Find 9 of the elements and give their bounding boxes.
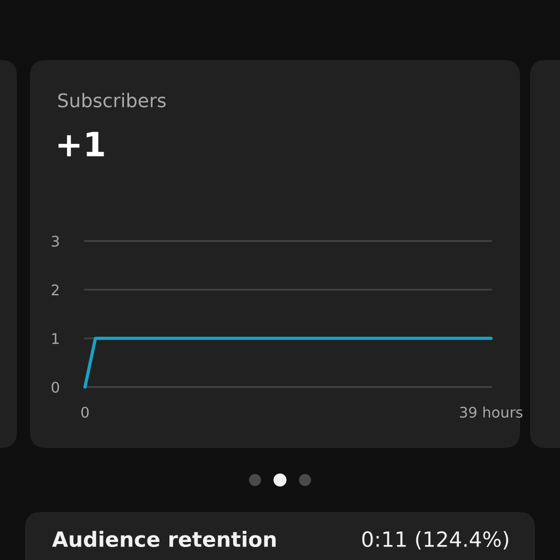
x-tick-label: 39 hours [460,406,522,418]
y-tick-label: 1 [52,333,59,344]
chart-subtitle: +1 [58,132,104,156]
y-tick-label: 0 [52,382,60,393]
chart-title: Subscribers [58,92,166,108]
text: 0:11 (124.4%) [362,530,508,550]
y-tick-label: 3 [52,236,59,247]
y-tick-label: 2 [52,284,59,296]
text: Audience retention [52,530,276,548]
